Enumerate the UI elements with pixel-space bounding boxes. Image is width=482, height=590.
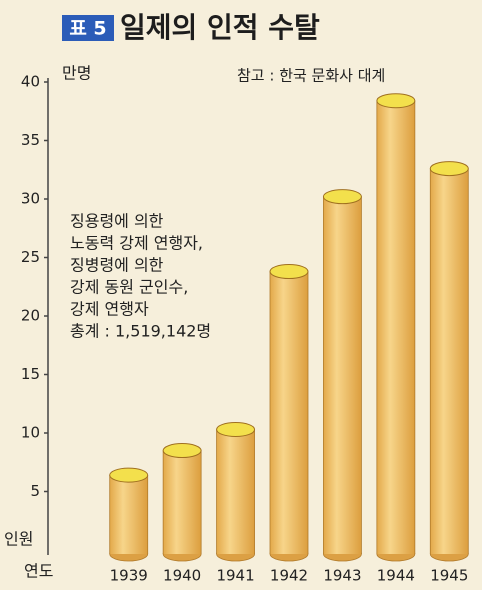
x-tick-label: 1945: [430, 567, 468, 585]
y-tick-label: 30: [21, 190, 40, 208]
bar: [376, 100, 415, 554]
bar-cap: [162, 443, 202, 459]
y-tick-label: 35: [21, 131, 40, 149]
y-tick-label: 5: [30, 482, 40, 500]
annotation-line: 징병령에 의한: [70, 256, 164, 275]
x-tick-label: 1939: [110, 567, 148, 585]
y-label: 인원: [4, 530, 33, 549]
bar-cap: [322, 189, 362, 205]
x-tick-label: 1943: [323, 567, 361, 585]
y-tick-label: 20: [21, 307, 40, 325]
y-tick-label: 15: [21, 365, 40, 383]
badge: 표 5: [69, 18, 106, 40]
annotation-line: 총계 : 1,519,142명: [70, 322, 211, 341]
x-tick-label: 1940: [163, 567, 201, 585]
annotation-line: 노동력 강제 연행자,: [70, 234, 203, 253]
annotation-line: 강제 연행자: [70, 300, 149, 319]
bar-cap: [109, 467, 149, 483]
badge-box: [62, 15, 114, 41]
x-tick-label: 1942: [270, 567, 308, 585]
bar: [163, 450, 202, 554]
chart-title: 일제의 인적 수탈: [120, 11, 320, 44]
annotation-line: 강제 동원 군인수,: [70, 278, 188, 297]
x-tick-label: 1941: [216, 567, 254, 585]
source: 참고 : 한국 문화사 대계: [237, 67, 385, 85]
y-unit: 만명: [62, 64, 91, 83]
x-label: 연도: [24, 562, 53, 581]
y-tick-label: 10: [21, 424, 40, 442]
bar: [216, 429, 255, 554]
bar-cap: [216, 421, 256, 437]
bar: [270, 271, 308, 554]
bar: [323, 196, 362, 554]
y-tick-label: 25: [21, 248, 40, 266]
bar: [430, 168, 469, 554]
y-tick-label: 40: [21, 73, 40, 91]
bar: [109, 475, 148, 554]
bar-cap: [429, 161, 469, 177]
annotation-line: 징용령에 의한: [70, 212, 164, 231]
x-tick-label: 1944: [377, 567, 415, 585]
bar-cap: [269, 264, 309, 280]
bar-cap: [376, 93, 416, 109]
